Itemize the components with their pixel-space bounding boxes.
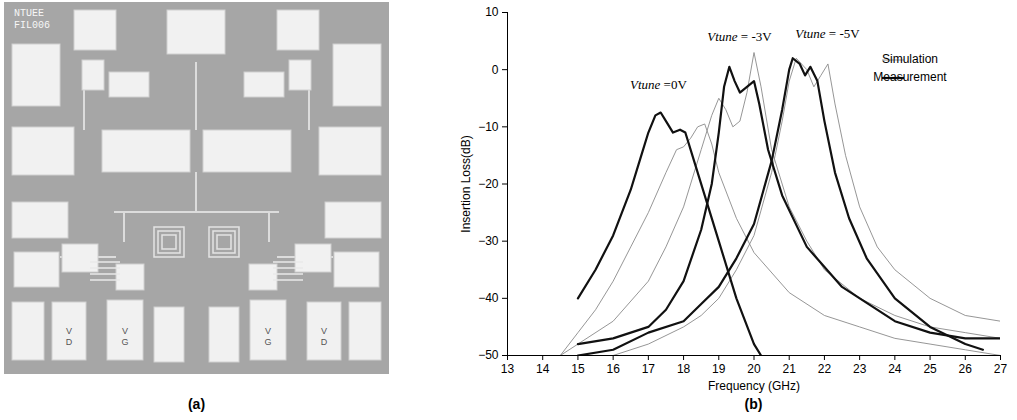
svg-text:NTUEE: NTUEE [14,8,44,19]
svg-text:22: 22 [818,362,832,376]
svg-text:V: V [66,326,72,336]
svg-text:15: 15 [571,362,585,376]
svg-text:Simulation: Simulation [882,52,938,66]
svg-text:Vtune = -3V: Vtune = -3V [707,29,772,44]
svg-text:10: 10 [485,5,499,19]
svg-text:24: 24 [888,362,902,376]
svg-text:Insertion Loss(dB): Insertion Loss(dB) [459,135,473,232]
html-text:(a): (a) [187,396,206,412]
svg-text:V: V [321,326,327,336]
svg-text:27: 27 [994,362,1008,376]
svg-text:0: 0 [492,63,499,77]
svg-text:17: 17 [642,362,656,376]
svg-text:Vtune = -5V: Vtune = -5V [795,26,860,41]
svg-text:13: 13 [501,362,515,376]
svg-text:−20: −20 [478,177,499,191]
svg-text:G: G [121,337,128,347]
svg-text:26: 26 [959,362,973,376]
svg-text:20: 20 [747,362,761,376]
svg-text:19: 19 [712,362,726,376]
svg-text:21: 21 [783,362,797,376]
svg-text:25: 25 [923,362,937,376]
svg-text:Frequency (GHz): Frequency (GHz) [708,379,800,393]
svg-text:14: 14 [536,362,550,376]
svg-text:D: D [66,337,73,347]
svg-text:G: G [264,337,271,347]
svg-text:V: V [122,326,128,336]
svg-text:−30: −30 [478,234,499,248]
svg-text:16: 16 [606,362,620,376]
svg-text:D: D [321,337,328,347]
svg-text:−50: −50 [478,348,499,362]
html-text:(b): (b) [744,396,763,412]
svg-text:FIL006: FIL006 [14,20,50,31]
svg-text:V: V [265,326,271,336]
svg-text:23: 23 [853,362,867,376]
svg-text:Vtune =0V: Vtune =0V [630,77,687,92]
svg-text:Measurement: Measurement [873,70,947,84]
svg-text:−40: −40 [478,291,499,305]
svg-text:−10: −10 [478,120,499,134]
svg-text:18: 18 [677,362,691,376]
